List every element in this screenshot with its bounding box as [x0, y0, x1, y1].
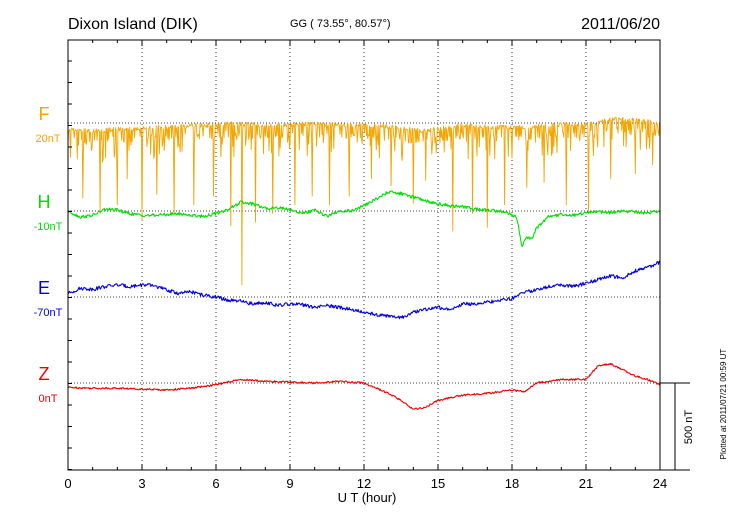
scale-bar-label: 500 nT: [683, 410, 695, 445]
scale-bar: 500 nT: [660, 382, 695, 471]
series-name-h: H: [38, 192, 51, 212]
x-axis-ticks: 0 3 6 9 12 15 18 21 24: [64, 40, 667, 491]
x-tick-label-6: 6: [212, 476, 219, 491]
x-tick-label-24: 24: [653, 476, 667, 491]
x-tick-label-21: 21: [579, 476, 593, 491]
series-name-z: Z: [39, 364, 50, 384]
x-tick-label-0: 0: [64, 476, 71, 491]
series-baseline-f: 20nT: [35, 133, 60, 145]
series-baseline-z: 0nT: [39, 393, 58, 405]
x-axis-label: U T (hour): [338, 490, 397, 505]
plot-date: 2011/06/20: [581, 16, 660, 33]
series-line-z: [68, 362, 661, 410]
x-tick-label-3: 3: [138, 476, 145, 491]
x-tick-label-18: 18: [505, 476, 519, 491]
series-line-f: [67, 116, 661, 286]
series-labels: F 20nT H -10nT E -70nT Z 0nT: [34, 104, 63, 405]
station-title: Dixon Island (DIK): [68, 16, 198, 33]
grid-lines: [141, 40, 587, 470]
series-name-f: F: [39, 104, 50, 124]
series-baseline-e: -70nT: [34, 307, 63, 319]
x-tick-label-9: 9: [286, 476, 293, 491]
station-coordinates: GG ( 73.55°, 80.57°): [290, 18, 391, 30]
series-line-h: [67, 190, 661, 247]
plot-timestamp: Plotted at 2011/07/21 00:59 UT: [719, 349, 728, 460]
x-tick-label-15: 15: [431, 476, 445, 491]
x-tick-label-12: 12: [357, 476, 371, 491]
series-baseline-h: -10nT: [34, 221, 63, 233]
series-name-e: E: [38, 278, 50, 298]
series-line-e: [67, 260, 661, 320]
series-lines: [67, 116, 661, 410]
